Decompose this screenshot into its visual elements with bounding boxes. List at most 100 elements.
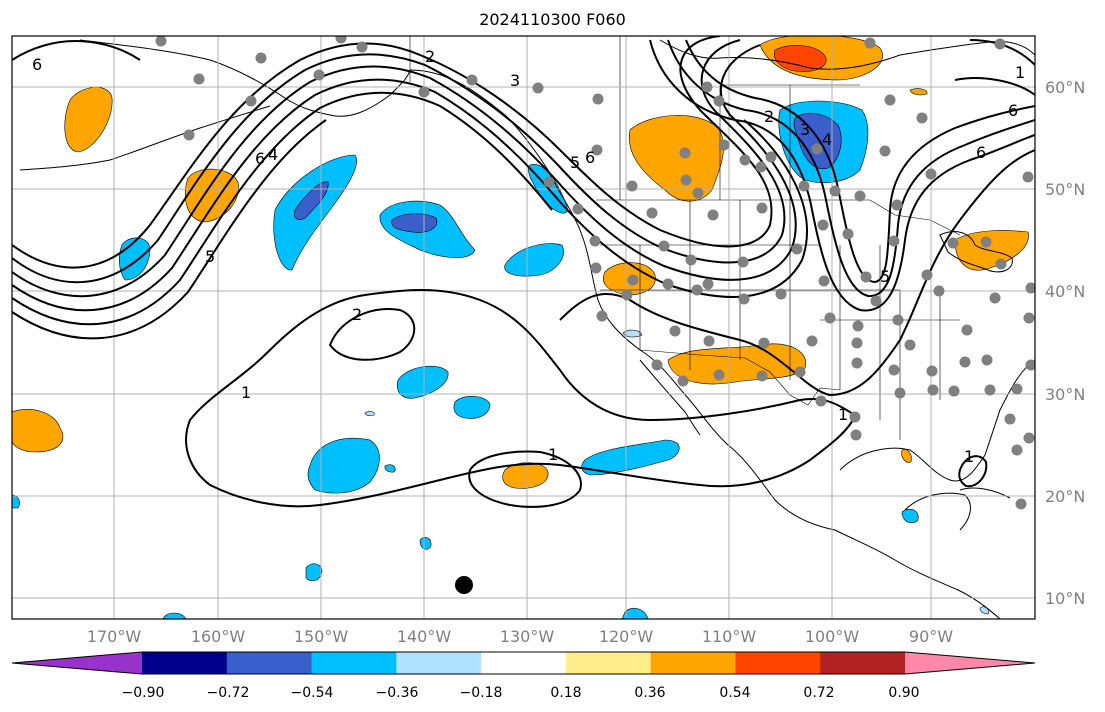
colorbar-tick-label: −0.54 xyxy=(291,685,334,701)
contour-label: 1 xyxy=(1015,63,1025,82)
anomaly-cyan xyxy=(419,537,432,550)
lon-label: 160°W xyxy=(191,627,246,646)
contour-line xyxy=(685,39,1035,284)
longitude-labels: 170°W 160°W 150°W 140°W 130°W 120°W 110°… xyxy=(87,627,953,646)
contour-label: 1 xyxy=(241,383,251,402)
colorbar-swatch xyxy=(820,652,906,674)
anomaly-orange xyxy=(12,408,64,453)
contour-label: 2 xyxy=(352,305,362,324)
contour-label: 6 xyxy=(255,149,265,168)
colorbar-swatch xyxy=(311,652,397,674)
colorbar-swatch xyxy=(735,652,821,674)
anomaly-cyan xyxy=(453,395,491,419)
lat-label: 50°N xyxy=(1045,180,1085,199)
colorbar-tick-label: −0.72 xyxy=(207,685,250,701)
latitude-labels: 60°N 50°N 40°N 30°N 20°N 10°N xyxy=(1045,78,1085,608)
contour-line xyxy=(12,91,553,326)
contour-label: 1 xyxy=(548,445,558,464)
anomaly-orange xyxy=(628,115,724,202)
contour-label: 6 xyxy=(1008,101,1018,120)
anomaly-cyan xyxy=(901,508,919,524)
contour-label: 2 xyxy=(764,107,774,126)
lat-label: 20°N xyxy=(1045,487,1085,506)
lon-label: 110°W xyxy=(702,627,757,646)
contour-label: 4 xyxy=(268,145,278,164)
lon-label: 120°W xyxy=(599,627,654,646)
colorbar-outline xyxy=(11,651,1036,675)
anomaly-light-blue xyxy=(979,606,989,615)
contour-label: 1 xyxy=(838,405,848,424)
anomaly-cyan xyxy=(621,607,649,619)
contour-label: 5 xyxy=(880,267,890,286)
contour-label: 6 xyxy=(32,55,42,74)
anomaly-blue xyxy=(391,213,438,233)
anomaly-cyan xyxy=(273,154,357,271)
colorbar-tick-label: 0.90 xyxy=(888,685,919,701)
aleutian-islands xyxy=(19,105,271,171)
colorbar-tick-label: 0.18 xyxy=(550,685,581,701)
contour-line xyxy=(12,44,797,298)
anomaly-orange xyxy=(64,87,113,153)
alaska-coast xyxy=(79,39,411,117)
colorbar-swatch xyxy=(481,652,567,674)
anomaly-blue xyxy=(293,181,329,220)
lon-label: 140°W xyxy=(397,627,452,646)
anomaly-cyan xyxy=(384,464,396,473)
colorbar xyxy=(11,651,1036,675)
lon-label: 170°W xyxy=(87,627,142,646)
contour-label: 1 xyxy=(964,447,974,466)
contour-line xyxy=(328,308,416,361)
contour-line xyxy=(468,450,582,508)
contour-line xyxy=(12,78,808,312)
gridlines xyxy=(12,36,1035,619)
lon-label: 90°W xyxy=(909,627,953,646)
anomaly-orange xyxy=(185,168,239,223)
lon-label: 150°W xyxy=(294,627,349,646)
anomaly-cyan xyxy=(504,243,564,277)
contour-line xyxy=(12,119,327,340)
colorbar-swatch xyxy=(396,652,482,674)
great-lakes xyxy=(939,231,1013,273)
storm-center-marker xyxy=(455,576,473,594)
colorbar-tick-label: 0.72 xyxy=(803,685,834,701)
contour-label: 3 xyxy=(800,120,810,139)
colorbar-tick-label: 0.54 xyxy=(719,685,750,701)
contour-label: 6 xyxy=(976,143,986,162)
map-title: 2024110300 F060 xyxy=(479,10,626,29)
map-area: 6 6 4 5 2 1 1 1 2 3 5 6 2 3 4 5 6 6 1 1 xyxy=(12,36,1035,619)
contour-label: 6 xyxy=(585,148,595,167)
anomaly-orange xyxy=(502,462,549,489)
colorbar-tick-label: −0.36 xyxy=(376,685,419,701)
colorbar-swatch xyxy=(650,652,736,674)
station-dots xyxy=(155,36,1035,510)
colorbar-swatch xyxy=(142,652,228,674)
contour-line xyxy=(969,39,1035,66)
map-frame xyxy=(11,35,1036,620)
shaded-fields xyxy=(12,36,1029,619)
gulf-coast xyxy=(839,359,1035,482)
colorbar-tick-label: 0.36 xyxy=(634,685,665,701)
anomaly-orange xyxy=(909,88,928,96)
anomaly-light-blue xyxy=(622,329,643,338)
lat-label: 10°N xyxy=(1045,589,1085,608)
lon-label: 130°W xyxy=(500,627,555,646)
baja-coast xyxy=(639,359,701,436)
lat-label: 60°N xyxy=(1045,78,1085,97)
anomaly-cyan xyxy=(162,612,187,619)
us-canada-border xyxy=(596,199,961,236)
contour-labels: 6 6 4 5 2 1 1 1 2 3 5 6 2 3 4 5 6 6 1 1 xyxy=(32,47,1025,466)
colorbar-swatch xyxy=(565,652,652,674)
yucatan-coast xyxy=(904,492,971,531)
colorbar-extend-low xyxy=(12,652,142,674)
contour-line xyxy=(559,149,1035,397)
contour-label: 5 xyxy=(205,247,215,266)
contour-line xyxy=(954,77,1035,96)
anomaly-cyan xyxy=(307,437,380,494)
colorbar-tick-label: −0.90 xyxy=(122,685,165,701)
colorbar-tick-label: −0.18 xyxy=(460,685,503,701)
anomaly-light-blue xyxy=(364,411,375,416)
contour-label: 3 xyxy=(510,71,520,90)
contour-line xyxy=(12,40,141,61)
anomaly-orange xyxy=(901,449,912,463)
